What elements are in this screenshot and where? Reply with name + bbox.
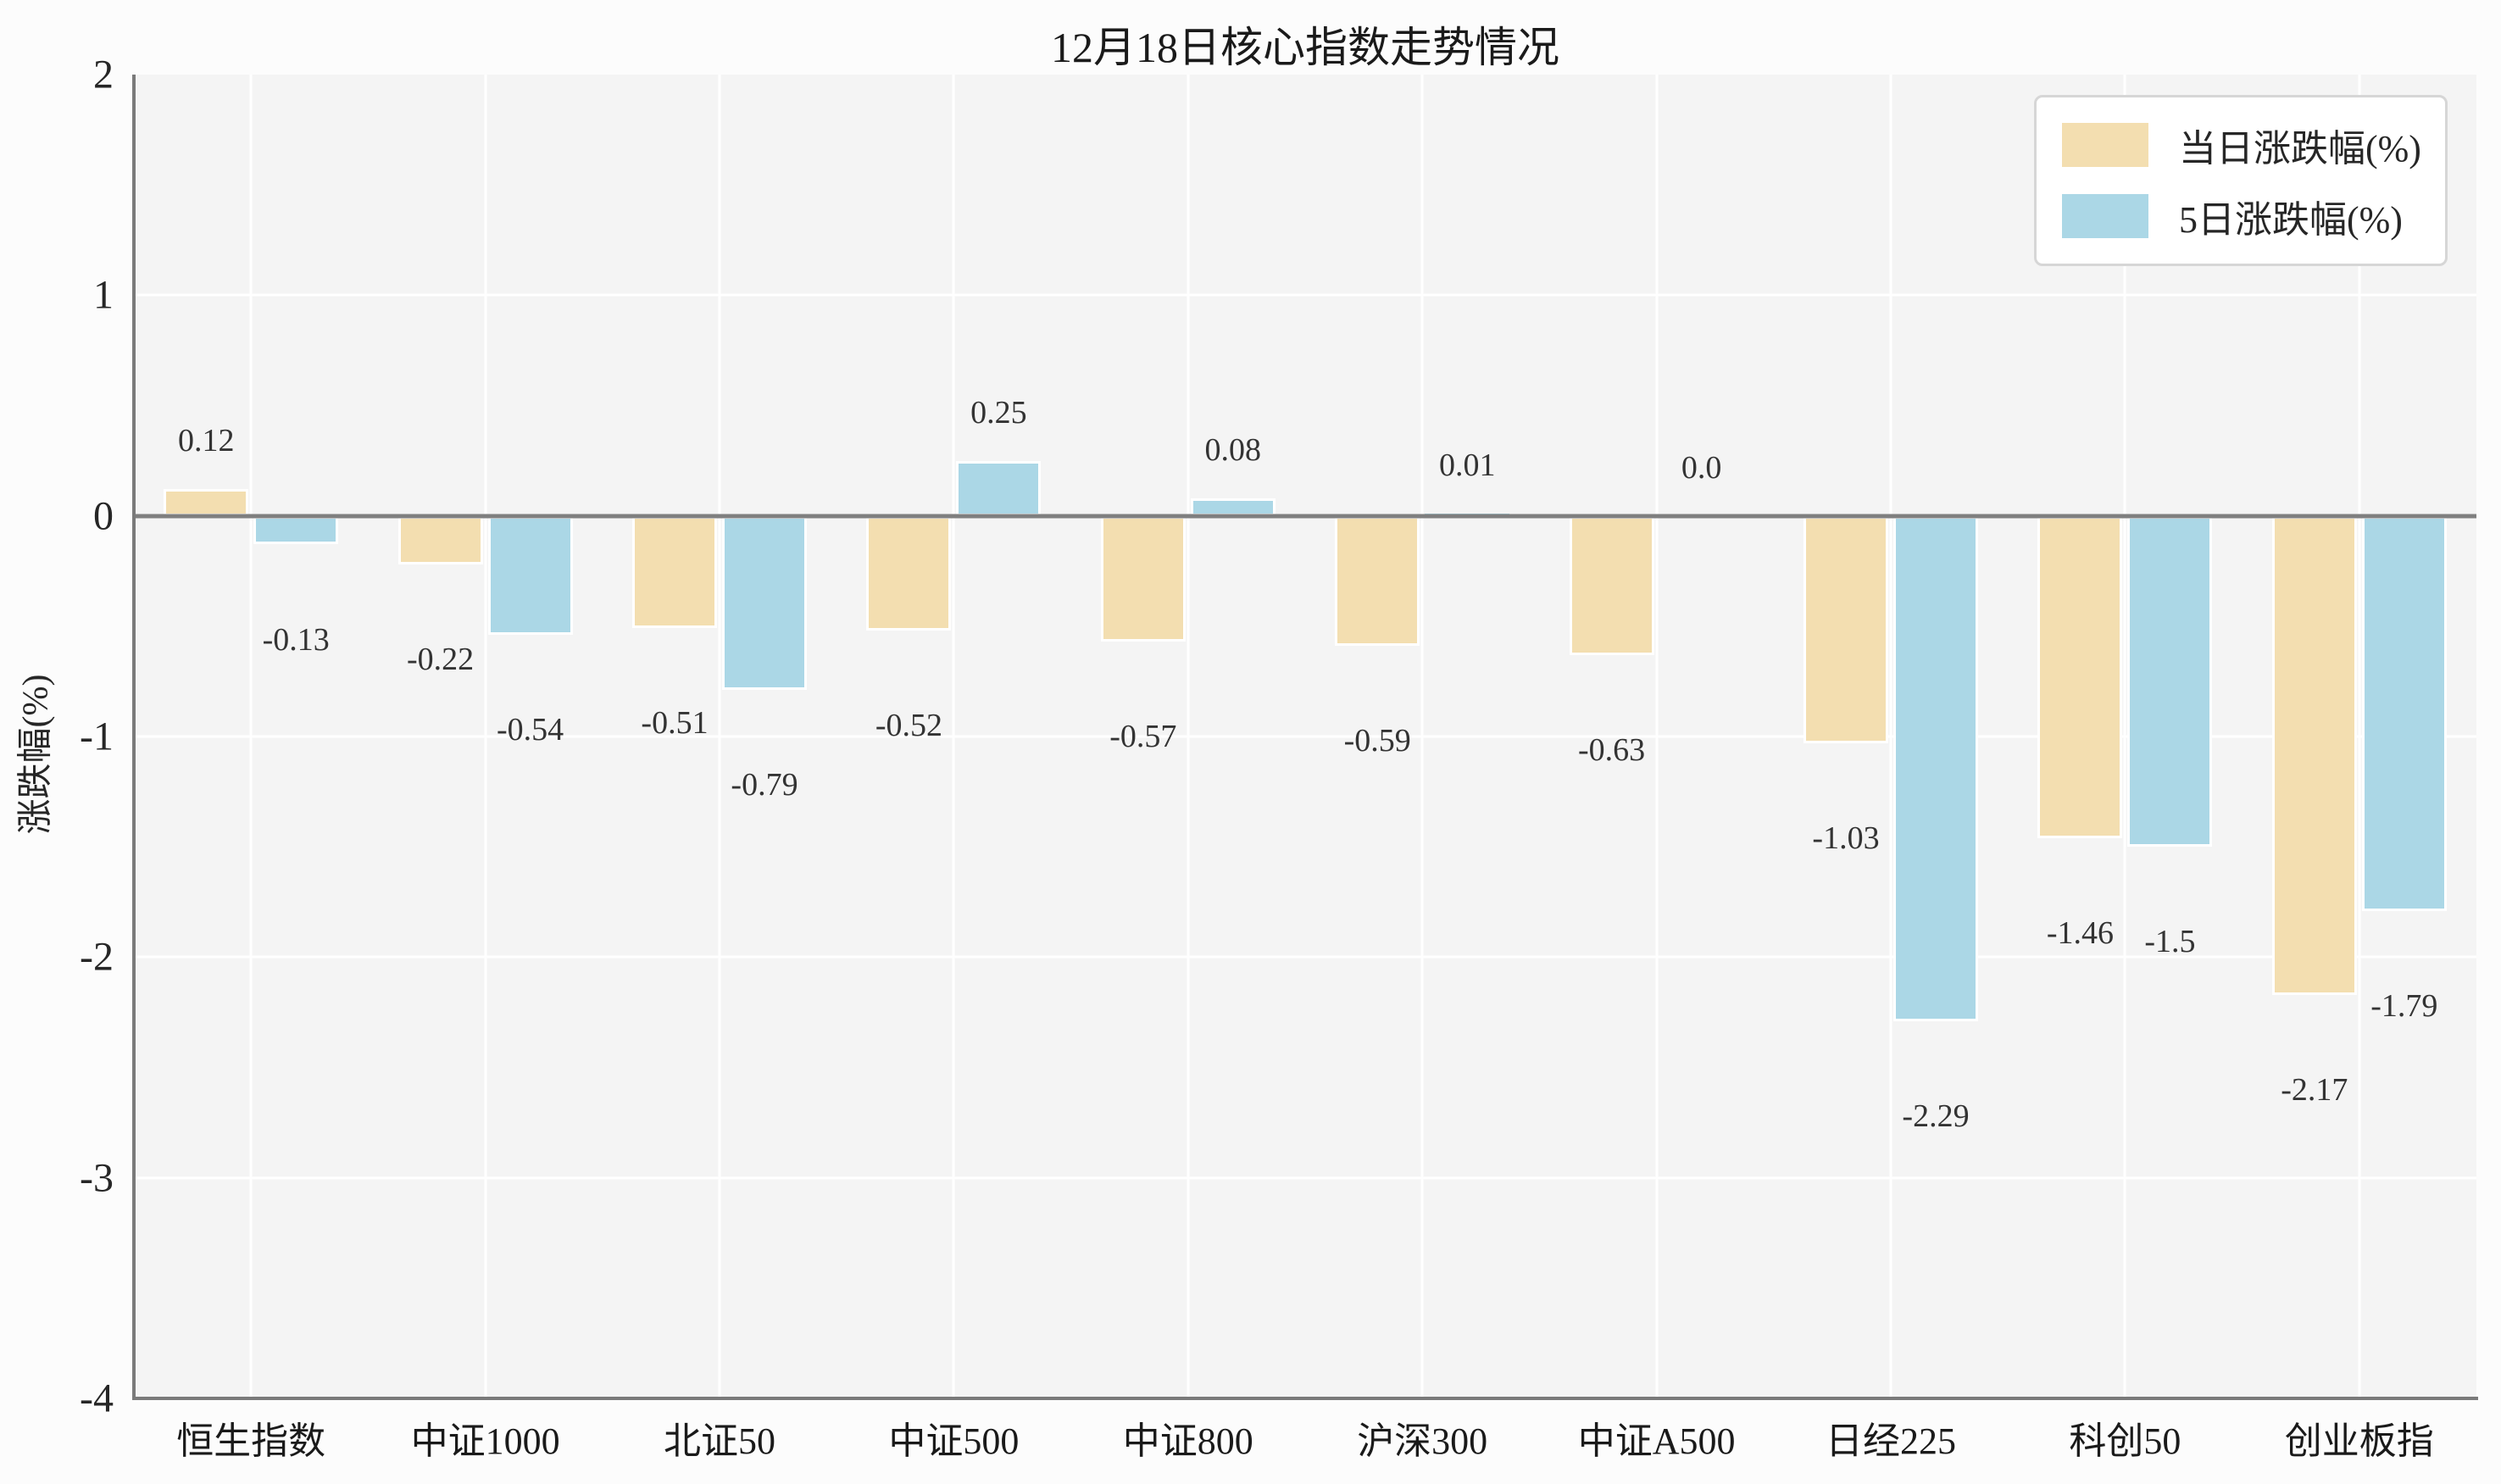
x-tick-label-4: 中证800 (1122, 1420, 1253, 1462)
bar-5day-3 (956, 460, 1042, 516)
bar-value-label: -0.52 (875, 708, 942, 744)
y-tick-label: 1 (93, 272, 114, 318)
y-tick-label: -2 (80, 934, 114, 980)
bar-value-label: 0.25 (970, 394, 1027, 431)
bar-daily-6 (1569, 515, 1654, 655)
y-axis-label: 涨跌幅(%) (16, 674, 56, 835)
v-gridline (718, 75, 721, 1398)
legend: 当日涨跌幅(%) 5日涨跌幅(%) (2034, 95, 2448, 266)
bar-5day-2 (722, 515, 807, 691)
x-tick-label-9: 创业板指 (2284, 1420, 2434, 1462)
bar-value-label: 0.12 (177, 423, 235, 459)
x-tick-label-1: 中证1000 (410, 1420, 560, 1462)
v-gridline (1420, 75, 1424, 1398)
bar-daily-1 (397, 515, 483, 564)
y-axis-spine (132, 75, 136, 1400)
y-tick-label: 2 (93, 52, 114, 97)
bar-daily-3 (866, 515, 952, 631)
bar-value-label: 0.01 (1438, 447, 1496, 484)
bar-value-label: -1.03 (1812, 820, 1880, 856)
legend-label-daily: 当日涨跌幅(%) (2179, 128, 2421, 170)
y-tick-label: -3 (80, 1155, 114, 1201)
v-gridline (2123, 75, 2126, 1398)
bar-value-label: -1.5 (2144, 924, 2196, 960)
v-gridline (1655, 75, 1659, 1398)
bar-value-label: -1.79 (2370, 987, 2438, 1024)
x-axis-spine (132, 1397, 2478, 1400)
v-gridline (484, 75, 487, 1398)
bar-value-label: -2.29 (1902, 1098, 1970, 1134)
bar-5day-1 (487, 515, 573, 636)
h-gridline (134, 955, 2476, 959)
v-gridline (249, 75, 253, 1398)
bar-5day-0 (253, 515, 339, 545)
bar-value-label: -0.13 (262, 621, 330, 658)
x-tick-label-8: 科创50 (2069, 1420, 2181, 1462)
x-tick-label-7: 日经225 (1826, 1420, 1956, 1462)
bar-daily-9 (2271, 515, 2357, 995)
legend-item-daily: 当日涨跌幅(%) (2062, 118, 2421, 172)
bar-5day-8 (2127, 515, 2213, 848)
y-tick-label: 0 (93, 493, 114, 539)
legend-item-5day: 5日涨跌幅(%) (2062, 189, 2420, 243)
bar-value-label: 0.0 (1681, 449, 1722, 486)
bar-daily-7 (1803, 515, 1888, 743)
y-tick-label: -4 (80, 1376, 114, 1421)
bar-value-label: -1.46 (2046, 914, 2114, 951)
bar-daily-0 (164, 489, 249, 516)
bar-value-label: 0.08 (1204, 431, 1262, 468)
bar-value-label: -0.79 (731, 767, 798, 803)
legend-label-5day: 5日涨跌幅(%) (2179, 199, 2403, 241)
v-gridline (1187, 75, 1190, 1398)
bar-daily-2 (632, 515, 717, 629)
bar-5day-9 (2361, 515, 2447, 911)
v-gridline (1889, 75, 1892, 1398)
x-tick-label-0: 恒生指数 (176, 1420, 326, 1462)
bar-value-label: -0.57 (1109, 719, 1177, 755)
x-tick-label-6: 中证A500 (1577, 1420, 1736, 1462)
bar-value-label: -0.22 (407, 641, 475, 677)
legend-swatch-daily (2062, 123, 2148, 167)
v-gridline (2358, 75, 2361, 1398)
bar-value-label: -0.51 (641, 705, 709, 742)
plot-area: 0.12 -0.22 -0.51 -0.52 -0.57 -0.59 -0.63 -1.03 -… (134, 75, 2476, 1398)
v-gridline (952, 75, 955, 1398)
bar-daily-8 (2037, 515, 2123, 838)
bar-daily-5 (1335, 515, 1420, 647)
x-tick-label-3: 中证500 (888, 1420, 1020, 1462)
h-gridline (134, 735, 2476, 738)
bar-value-label: -0.59 (1343, 723, 1411, 759)
zero-line (134, 514, 2476, 519)
bar-value-label: -2.17 (2281, 1071, 2348, 1108)
legend-swatch-5day (2062, 194, 2148, 238)
h-gridline (134, 293, 2476, 297)
chart-title: 12月18日核心指数走势情况 (1051, 24, 1559, 71)
bar-daily-4 (1100, 515, 1186, 642)
bar-5day-7 (1893, 515, 1978, 1021)
x-tick-label-2: 北证50 (664, 1420, 775, 1462)
h-gridline (134, 1176, 2476, 1180)
bar-value-label: -0.63 (1578, 731, 1646, 768)
bar-value-label: -0.54 (497, 712, 564, 748)
y-tick-label: -1 (80, 714, 114, 759)
x-tick-label-5: 沪深300 (1357, 1420, 1488, 1462)
